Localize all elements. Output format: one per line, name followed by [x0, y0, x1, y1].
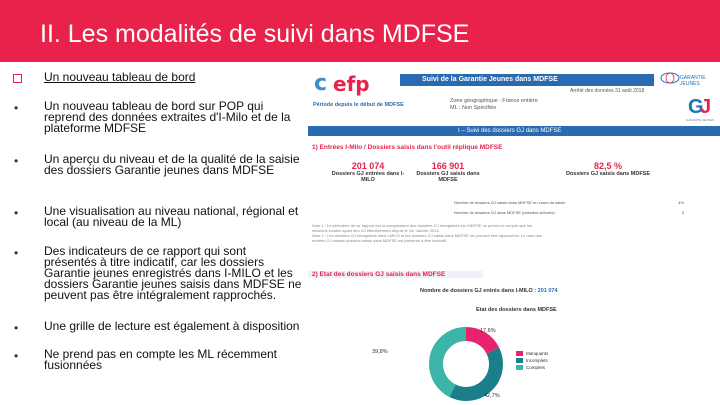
- list-item: • Un nouveau tableau de bord sur POP qui…: [0, 99, 305, 137]
- bullet-marker: •: [14, 246, 19, 260]
- mini-row: Nombre de dossiers GJ saisis dans MDFSE …: [454, 200, 684, 205]
- mini-row-label: Nombre de dossiers GJ saisis dans MDFSE …: [454, 200, 566, 205]
- donut-slice-complets: [429, 327, 503, 401]
- subsection-title: 2) Etat des dossiers GJ saisis dans MDFS…: [308, 271, 483, 278]
- legend-label: Complets: [526, 365, 546, 370]
- logo-caption: GARANTIE JEUNES: [680, 75, 706, 87]
- zone-line: ML : Non Spécifiée: [450, 105, 497, 111]
- note-line: entrées GJ saisies dossiers saisis dans …: [312, 238, 447, 243]
- report-zone: Zone géographique : France entière ML : …: [450, 98, 600, 112]
- mini-row: Nombre de dossiers GJ dans MDFSE (dossie…: [454, 210, 684, 215]
- donut-slice-incomplets: [429, 327, 503, 401]
- donut-label-bottom: 42,7%: [484, 393, 500, 399]
- stat-label: Dossiers GJ saisis dans MDFSE: [416, 171, 480, 183]
- bullet-text: Des indicateurs de ce rapport qui sont p…: [44, 244, 302, 302]
- list-item: • Un aperçu du niveau et de la qualité d…: [0, 152, 305, 190]
- stat-value: 201 074: [351, 161, 385, 171]
- legend-label: Manquants: [526, 351, 549, 356]
- bullet-marker: •: [14, 154, 19, 168]
- legend-item: Manquants: [516, 350, 548, 357]
- bullet-marker: •: [14, 101, 19, 115]
- mini-row-label: Nombre de dossiers GJ dans MDFSE (dossie…: [454, 210, 555, 215]
- stat-saisis: 166 901 Dossiers GJ saisis dans MDFSE: [408, 161, 488, 183]
- cefp-logo: c efp: [314, 71, 370, 99]
- logo-letter: G: [688, 96, 704, 118]
- bullet-marker: •: [14, 206, 19, 220]
- gj-logo: G J GARANTIE JEUNES: [686, 96, 714, 126]
- report-notes: Note 1 : Le périmètre de ce rapport est …: [312, 223, 672, 243]
- donut-chart: [429, 327, 503, 401]
- list-item: • Ne prend pas en compte les ML récemmen…: [0, 347, 305, 373]
- bullet-marker: •: [14, 321, 19, 335]
- stat-label: Dossiers GJ entrées dans I-MILO: [331, 171, 405, 183]
- globe-icon: [660, 72, 680, 84]
- zone-line: Zone géographique : France entière: [450, 98, 538, 104]
- dashboard-report: c efp Suivi de la Garantie Jeunes dans M…: [308, 66, 720, 405]
- square-bullet-icon: [13, 74, 22, 83]
- report-title: Suivi de la Garantie Jeunes dans MDFSE: [400, 74, 654, 86]
- legend-swatch: [516, 351, 523, 356]
- subsection-title: 1) Entrées I-Milo / Dossiers saisis dans…: [312, 144, 503, 151]
- bullet-text: Un nouveau tableau de bord: [44, 70, 196, 84]
- section-title: I – Suivi des dossiers GJ dans MDFSE: [308, 126, 720, 136]
- report-period: Période depuis le début de MDFSE: [313, 102, 404, 108]
- legend-swatch: [516, 365, 523, 370]
- note-line: Note 1 : Le périmètre de ce rapport est …: [312, 223, 533, 228]
- bullet-text: Une grille de lecture est également à di…: [44, 319, 300, 333]
- page-title: II. Les modalités de suivi dans MDFSE: [40, 20, 470, 48]
- mini-row-value: 4%: [678, 200, 684, 205]
- bullet-text: Un aperçu du niveau et de la qualité de …: [44, 152, 300, 177]
- bullet-marker: •: [14, 349, 19, 363]
- bullet-text: Un nouveau tableau de bord sur POP qui r…: [44, 99, 291, 135]
- logo-caption: GARANTIE JEUNES: [686, 118, 715, 122]
- list-item: • Une grille de lecture est également à …: [0, 319, 305, 335]
- logo-letter: c: [314, 71, 327, 96]
- list-item: • Une visualisation au niveau national, …: [0, 204, 305, 230]
- legend-item: Incomplets: [516, 357, 548, 364]
- donut-label-left: 39,8%: [372, 349, 388, 355]
- chart-legend: Manquants Incomplets Complets: [516, 350, 548, 371]
- bullet-text: Une visualisation au niveau national, ré…: [44, 204, 299, 229]
- logo-letter: J: [700, 96, 712, 118]
- legend-swatch: [516, 358, 523, 363]
- bullet-list: Un nouveau tableau de bord • Un nouveau …: [0, 62, 305, 405]
- stat-ratio: 82,5 % Dossiers GJ saisis dans MDFSE: [563, 161, 653, 177]
- stat-entries: 201 074 Dossiers GJ entrées dans I-MILO: [328, 161, 408, 183]
- legend-label: Incomplets: [526, 358, 548, 363]
- report-date: Arrêté des données 31 août 2018: [570, 88, 645, 94]
- count-label: Nombre de dossiers GJ entrés dans I-MILO…: [420, 288, 537, 294]
- legend-item: Complets: [516, 364, 548, 371]
- count-line: Nombre de dossiers GJ entrés dans I-MILO…: [420, 288, 558, 294]
- stat-value: 166 901: [431, 161, 465, 171]
- note-line: missions locales ayant des GJ effectivem…: [312, 228, 440, 233]
- logo-word: efp: [333, 72, 370, 96]
- stat-label: Dossiers GJ saisis dans MDFSE: [565, 171, 651, 177]
- chart-title: Etat des dossiers dans MDFSE: [476, 307, 557, 313]
- title-banner: II. Les modalités de suivi dans MDFSE: [0, 0, 720, 62]
- count-value: 201 074: [537, 288, 558, 294]
- stat-value: 82,5 %: [593, 161, 623, 171]
- bullet-text: Ne prend pas en compte les ML récemment …: [44, 347, 277, 372]
- list-item: • Des indicateurs de ce rapport qui sont…: [0, 244, 305, 306]
- donut-label-top: 17,6%: [480, 328, 496, 334]
- note-line: Note 2 : Les dossiers GJ enregistrés dan…: [312, 233, 542, 238]
- garantie-jeunes-logo: GARANTIE JEUNES: [660, 72, 718, 94]
- mini-row-value: 3: [681, 210, 684, 215]
- bullet-heading: Un nouveau tableau de bord: [0, 70, 305, 86]
